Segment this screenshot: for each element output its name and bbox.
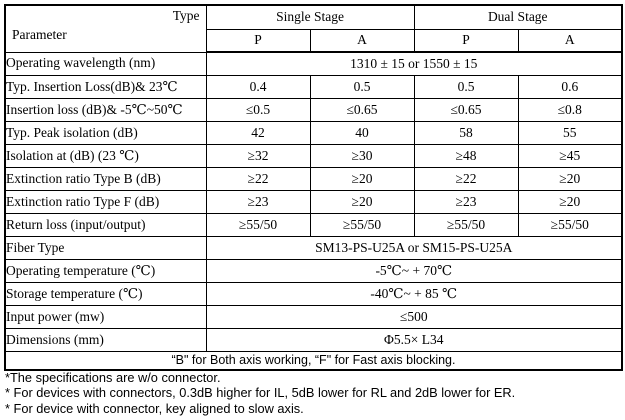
table-row-typ-peak-isolation: Typ. Peak isolation (dB) 42 40 58 55	[4, 121, 623, 145]
footnotes: *The specifications are w/o connector. *…	[5, 370, 515, 416]
table-row-input-power: Input power (mw) ≤500	[4, 305, 623, 329]
row-value: ≤0.5	[205, 98, 311, 122]
row-label: Insertion loss (dB)& -5℃~50℃	[4, 98, 207, 122]
spec-table: Type Parameter Single Stage Dual Stage P…	[4, 4, 623, 371]
row-value: ≥23	[413, 190, 519, 214]
row-label: Input power (mw)	[4, 305, 207, 329]
row-label: Operating wavelength (nm)	[4, 51, 207, 76]
column-group-single-stage: Single Stage	[205, 4, 415, 30]
row-value: ≥55/50	[205, 213, 311, 237]
axis-note: “B" for Both axis working, “F" for Fast …	[4, 351, 623, 371]
subcolumn-dual-a: A	[517, 29, 623, 53]
corner-parameter-label: Parameter	[12, 27, 67, 42]
row-label: Operating temperature (℃)	[4, 259, 207, 283]
row-value: ≥32	[205, 144, 311, 168]
row-value: ≤0.65	[413, 98, 519, 122]
row-value: -40℃~ + 85 ℃	[205, 282, 623, 306]
row-value: Φ5.5× L34	[205, 328, 623, 352]
row-value: ≥20	[517, 190, 623, 214]
corner-cell: Type Parameter	[4, 4, 207, 53]
row-value: ≥22	[413, 167, 519, 191]
footnote-line-3: * For device with connector, key aligned…	[5, 400, 304, 416]
row-label: Typ. Insertion Loss(dB)& 23℃	[4, 75, 207, 99]
footnote-line-1: *The specifications are w/o connector.	[5, 370, 221, 385]
subcolumn-single-p: P	[205, 29, 311, 53]
table-row-dimensions: Dimensions (mm) Φ5.5× L34	[4, 328, 623, 352]
row-value: ≥30	[309, 144, 415, 168]
row-label: Storage temperature (℃)	[4, 282, 207, 306]
header-subcolumn-row: P A P A	[5, 29, 623, 53]
row-value: 58	[413, 121, 519, 145]
table-row-extinction-ratio-b: Extinction ratio Type B (dB) ≥22 ≥20 ≥22…	[4, 167, 623, 191]
header-group-row: Type Parameter Single Stage Dual Stage	[4, 4, 623, 53]
table-row-fiber-type: Fiber Type SM13-PS-U25A or SM15-PS-U25A	[4, 236, 623, 260]
subcolumn-single-a: A	[309, 29, 415, 53]
row-value: 0.5	[413, 75, 519, 99]
table-row-typ-insertion-loss: Typ. Insertion Loss(dB)& 23℃ 0.4 0.5 0.5…	[4, 75, 623, 99]
row-value: ≥55/50	[309, 213, 415, 237]
row-value: ≥45	[517, 144, 623, 168]
table-row-insertion-loss: Insertion loss (dB)& -5℃~50℃ ≤0.5 ≤0.65 …	[4, 98, 623, 122]
table-row-axis-note: “B" for Both axis working, “F" for Fast …	[4, 351, 623, 371]
column-group-dual-stage: Dual Stage	[413, 4, 623, 30]
row-value: SM13-PS-U25A or SM15-PS-U25A	[205, 236, 623, 260]
row-value: 40	[309, 121, 415, 145]
row-label: Typ. Peak isolation (dB)	[4, 121, 207, 145]
row-value: ≤0.65	[309, 98, 415, 122]
subcolumn-dual-p: P	[413, 29, 519, 53]
row-value: ≥48	[413, 144, 519, 168]
footnote-line-2: * For devices with connectors, 0.3dB hig…	[5, 385, 516, 401]
row-value: 0.5	[309, 75, 415, 99]
row-label: Extinction ratio Type F (dB)	[4, 190, 207, 214]
row-value: 55	[517, 121, 623, 145]
row-value: 1310 ± 15 or 1550 ± 15	[205, 51, 623, 76]
row-label: Dimensions (mm)	[4, 328, 207, 352]
table-row-operating-temperature: Operating temperature (℃) -5℃~ + 70℃	[4, 259, 623, 283]
row-value: ≥20	[309, 190, 415, 214]
table-row-isolation-at: Isolation at (dB) (23 ℃) ≥32 ≥30 ≥48 ≥45	[4, 144, 623, 168]
row-value: 0.6	[517, 75, 623, 99]
row-value: ≤0.8	[517, 98, 623, 122]
row-value: ≥55/50	[517, 213, 623, 237]
row-label: Isolation at (dB) (23 ℃)	[4, 144, 207, 168]
row-value: ≥55/50	[413, 213, 519, 237]
row-value: 0.4	[205, 75, 311, 99]
row-label: Fiber Type	[4, 236, 207, 260]
row-value: -5℃~ + 70℃	[205, 259, 623, 283]
corner-type-label: Type	[172, 8, 200, 23]
row-value: ≥20	[309, 167, 415, 191]
row-value: ≥20	[517, 167, 623, 191]
row-label: Return loss (input/output)	[4, 213, 207, 237]
table-row-extinction-ratio-f: Extinction ratio Type F (dB) ≥23 ≥20 ≥23…	[4, 190, 623, 214]
table-row-return-loss: Return loss (input/output) ≥55/50 ≥55/50…	[4, 213, 623, 237]
row-value: ≥22	[205, 167, 311, 191]
row-label: Extinction ratio Type B (dB)	[4, 167, 207, 191]
table-row-storage-temperature: Storage temperature (℃) -40℃~ + 85 ℃	[4, 282, 623, 306]
table-row-operating-wavelength: Operating wavelength (nm) 1310 ± 15 or 1…	[4, 51, 623, 76]
row-value: ≤500	[205, 305, 623, 329]
row-value: 42	[205, 121, 311, 145]
row-value: ≥23	[205, 190, 311, 214]
